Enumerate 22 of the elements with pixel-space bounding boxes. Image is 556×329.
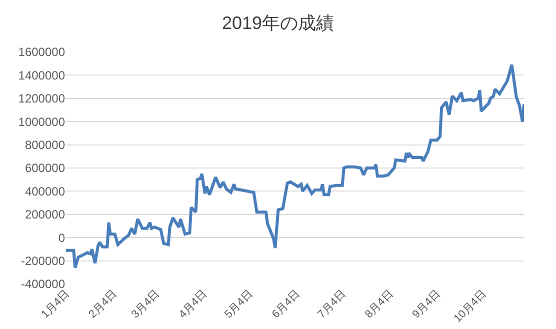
x-tick-label: 10月4日 bbox=[452, 288, 489, 326]
y-tick-label: -200000 bbox=[20, 254, 66, 268]
y-tick-label: 0 bbox=[58, 230, 66, 245]
x-tick-label: 2月4日 bbox=[86, 288, 120, 321]
chart-title: 2019年の成績 bbox=[222, 13, 334, 34]
x-tick-label: 1月4日 bbox=[39, 288, 72, 321]
y-tick-label: 800000 bbox=[24, 138, 66, 152]
line-series bbox=[66, 63, 524, 270]
x-tick-label: 7月4日 bbox=[316, 288, 348, 321]
x-tick-label: 3月4日 bbox=[129, 288, 162, 321]
y-tick-label: 1000000 bbox=[18, 114, 66, 129]
x-tick-label: 9月4日 bbox=[410, 288, 443, 321]
x-tick-label: 8月4日 bbox=[362, 288, 396, 321]
y-tick-label: 600000 bbox=[24, 161, 66, 176]
y-tick-label: 1600000 bbox=[18, 45, 66, 60]
y-tick-label: 1400000 bbox=[18, 68, 66, 82]
x-tick-label: 6月4日 bbox=[270, 288, 303, 321]
y-tick-label: 1200000 bbox=[18, 92, 66, 106]
y-tick-label: 200000 bbox=[24, 208, 66, 222]
x-tick-label: 5月4日 bbox=[222, 288, 256, 321]
y-tick-label: 400000 bbox=[24, 184, 66, 198]
x-tick-label: 4月4日 bbox=[176, 288, 210, 321]
